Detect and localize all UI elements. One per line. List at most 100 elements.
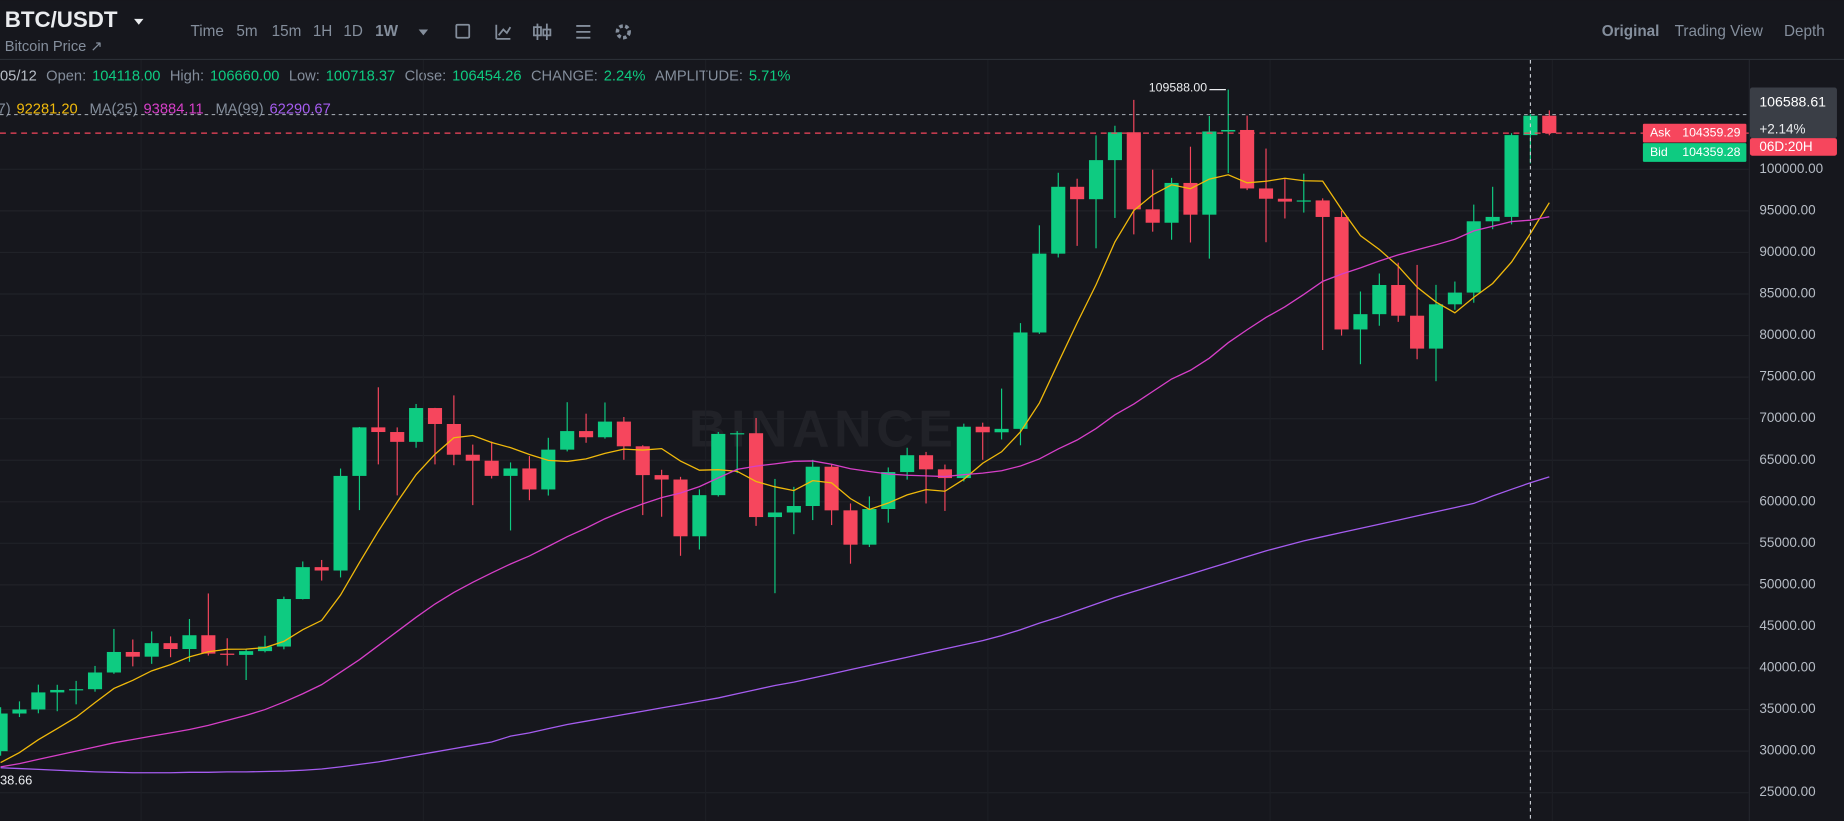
candle-body [1070,186,1085,200]
candle-body [1183,182,1198,215]
candle-body [333,475,348,571]
y-tick-label: 95000.00 [1759,202,1815,217]
candle-body [635,446,650,476]
low-marker-label: 38.66 [0,772,32,787]
watermark: BINANCE [689,400,958,458]
candle-body [900,455,915,473]
y-tick-label: 55000.00 [1759,535,1815,550]
candle-body [805,466,820,507]
candle-body [0,713,8,752]
candle-body [1542,115,1557,134]
indicator-icon[interactable] [495,24,512,40]
info-label: Low: [289,68,320,84]
ma-line [0,174,1550,764]
candle-body [314,567,329,571]
candle-body [1391,285,1406,316]
y-tick-label: 80000.00 [1759,327,1815,342]
price-overlay: 106588.61 +2.14% 06D:20H Ask 104359.29 Bid 104… [0,60,1837,821]
y-tick-label: 30000.00 [1759,743,1815,758]
legend-value: 93884.11 [144,101,204,117]
candle-body [1410,315,1425,349]
more-intervals[interactable] [418,29,429,36]
ask-label: Ask [1650,125,1671,139]
legend-name: MA(7) [0,101,11,117]
symbol-caret[interactable] [134,18,144,25]
candle-body [749,433,764,518]
y-tick-label: 70000.00 [1759,410,1815,425]
candle-body [1013,332,1028,429]
info-value: 106454.26 [452,68,521,84]
candle-body [1032,253,1047,333]
layout-icon[interactable] [576,25,591,39]
candle-body [1164,182,1179,223]
symbol-subtitle[interactable]: Bitcoin Price ↗ [5,39,103,55]
y-tick-label: 75000.00 [1759,369,1815,384]
candle-body [937,469,952,479]
legend-value: 62290.67 [269,101,330,117]
view-tab[interactable]: Trading View [1675,23,1764,40]
candle-body [654,475,669,480]
symbol[interactable]: BTC/USDT [5,7,118,32]
candle-body [201,635,216,654]
candle-body [1088,160,1104,200]
info-label: Open: [46,68,86,84]
legend-value: 92281.20 [16,101,77,117]
last-price: 106588.61 [1759,94,1826,110]
ma-line [0,216,1550,768]
candle-body [994,428,1009,433]
candle-body [541,449,556,490]
candle-body [579,431,594,438]
bid-value: 104359.28 [1682,145,1740,159]
candle-body [843,510,858,545]
candle-body [1315,200,1330,217]
view-tabs: Original Trading View Depth [1602,23,1825,40]
candle-body [106,651,121,673]
info-label: Close: [405,68,447,84]
chart-style-icon[interactable] [533,23,552,41]
candle-body [1145,209,1160,223]
y-tick-label: 45000.00 [1759,618,1815,633]
candle-body [1296,200,1311,202]
candle-body [1334,216,1349,330]
candle-body [390,432,405,442]
candle-body [503,468,518,476]
candle-body [69,689,84,691]
interval-tab[interactable]: Time [191,23,224,40]
legend-name: MA(99) [215,101,263,117]
ask-value: 104359.29 [1682,125,1740,139]
candle-body [1126,132,1141,210]
plot-area: BINANCE 109588.00 38.66 [0,60,1749,821]
info-label: High: [170,68,204,84]
candle-body [257,646,273,652]
candle-body [711,433,726,496]
settings-icon[interactable] [615,24,631,40]
legend-name: MA(25) [89,101,137,117]
candle-body [220,653,235,655]
interval-tab[interactable]: 1H [313,23,333,40]
view-tab[interactable]: Original [1602,23,1660,40]
calendar-icon[interactable] [455,23,471,39]
candle-body [956,426,971,479]
candle-body [1051,186,1066,254]
candle-body [918,455,934,470]
candle-body [1240,129,1255,189]
interval-tab[interactable]: 1W [375,23,398,40]
candle-body [767,512,783,518]
interval-tab[interactable]: 1D [343,23,363,40]
candle-body [1466,221,1481,293]
candle-body [881,472,896,509]
candle-body [12,709,27,714]
y-tick-label: 50000.00 [1759,576,1815,591]
info-date: 05/12 [0,68,37,84]
info-value: 2.24% [604,68,646,84]
candle-body [409,408,424,442]
y-tick-label: 90000.00 [1759,244,1815,259]
candle-body [371,427,386,433]
candle-body [1221,129,1236,132]
interval-tab[interactable]: 15m [272,23,302,40]
view-tab[interactable]: Depth [1784,23,1825,40]
candle-body [352,427,367,476]
interval-tab[interactable]: 5m [236,23,257,40]
